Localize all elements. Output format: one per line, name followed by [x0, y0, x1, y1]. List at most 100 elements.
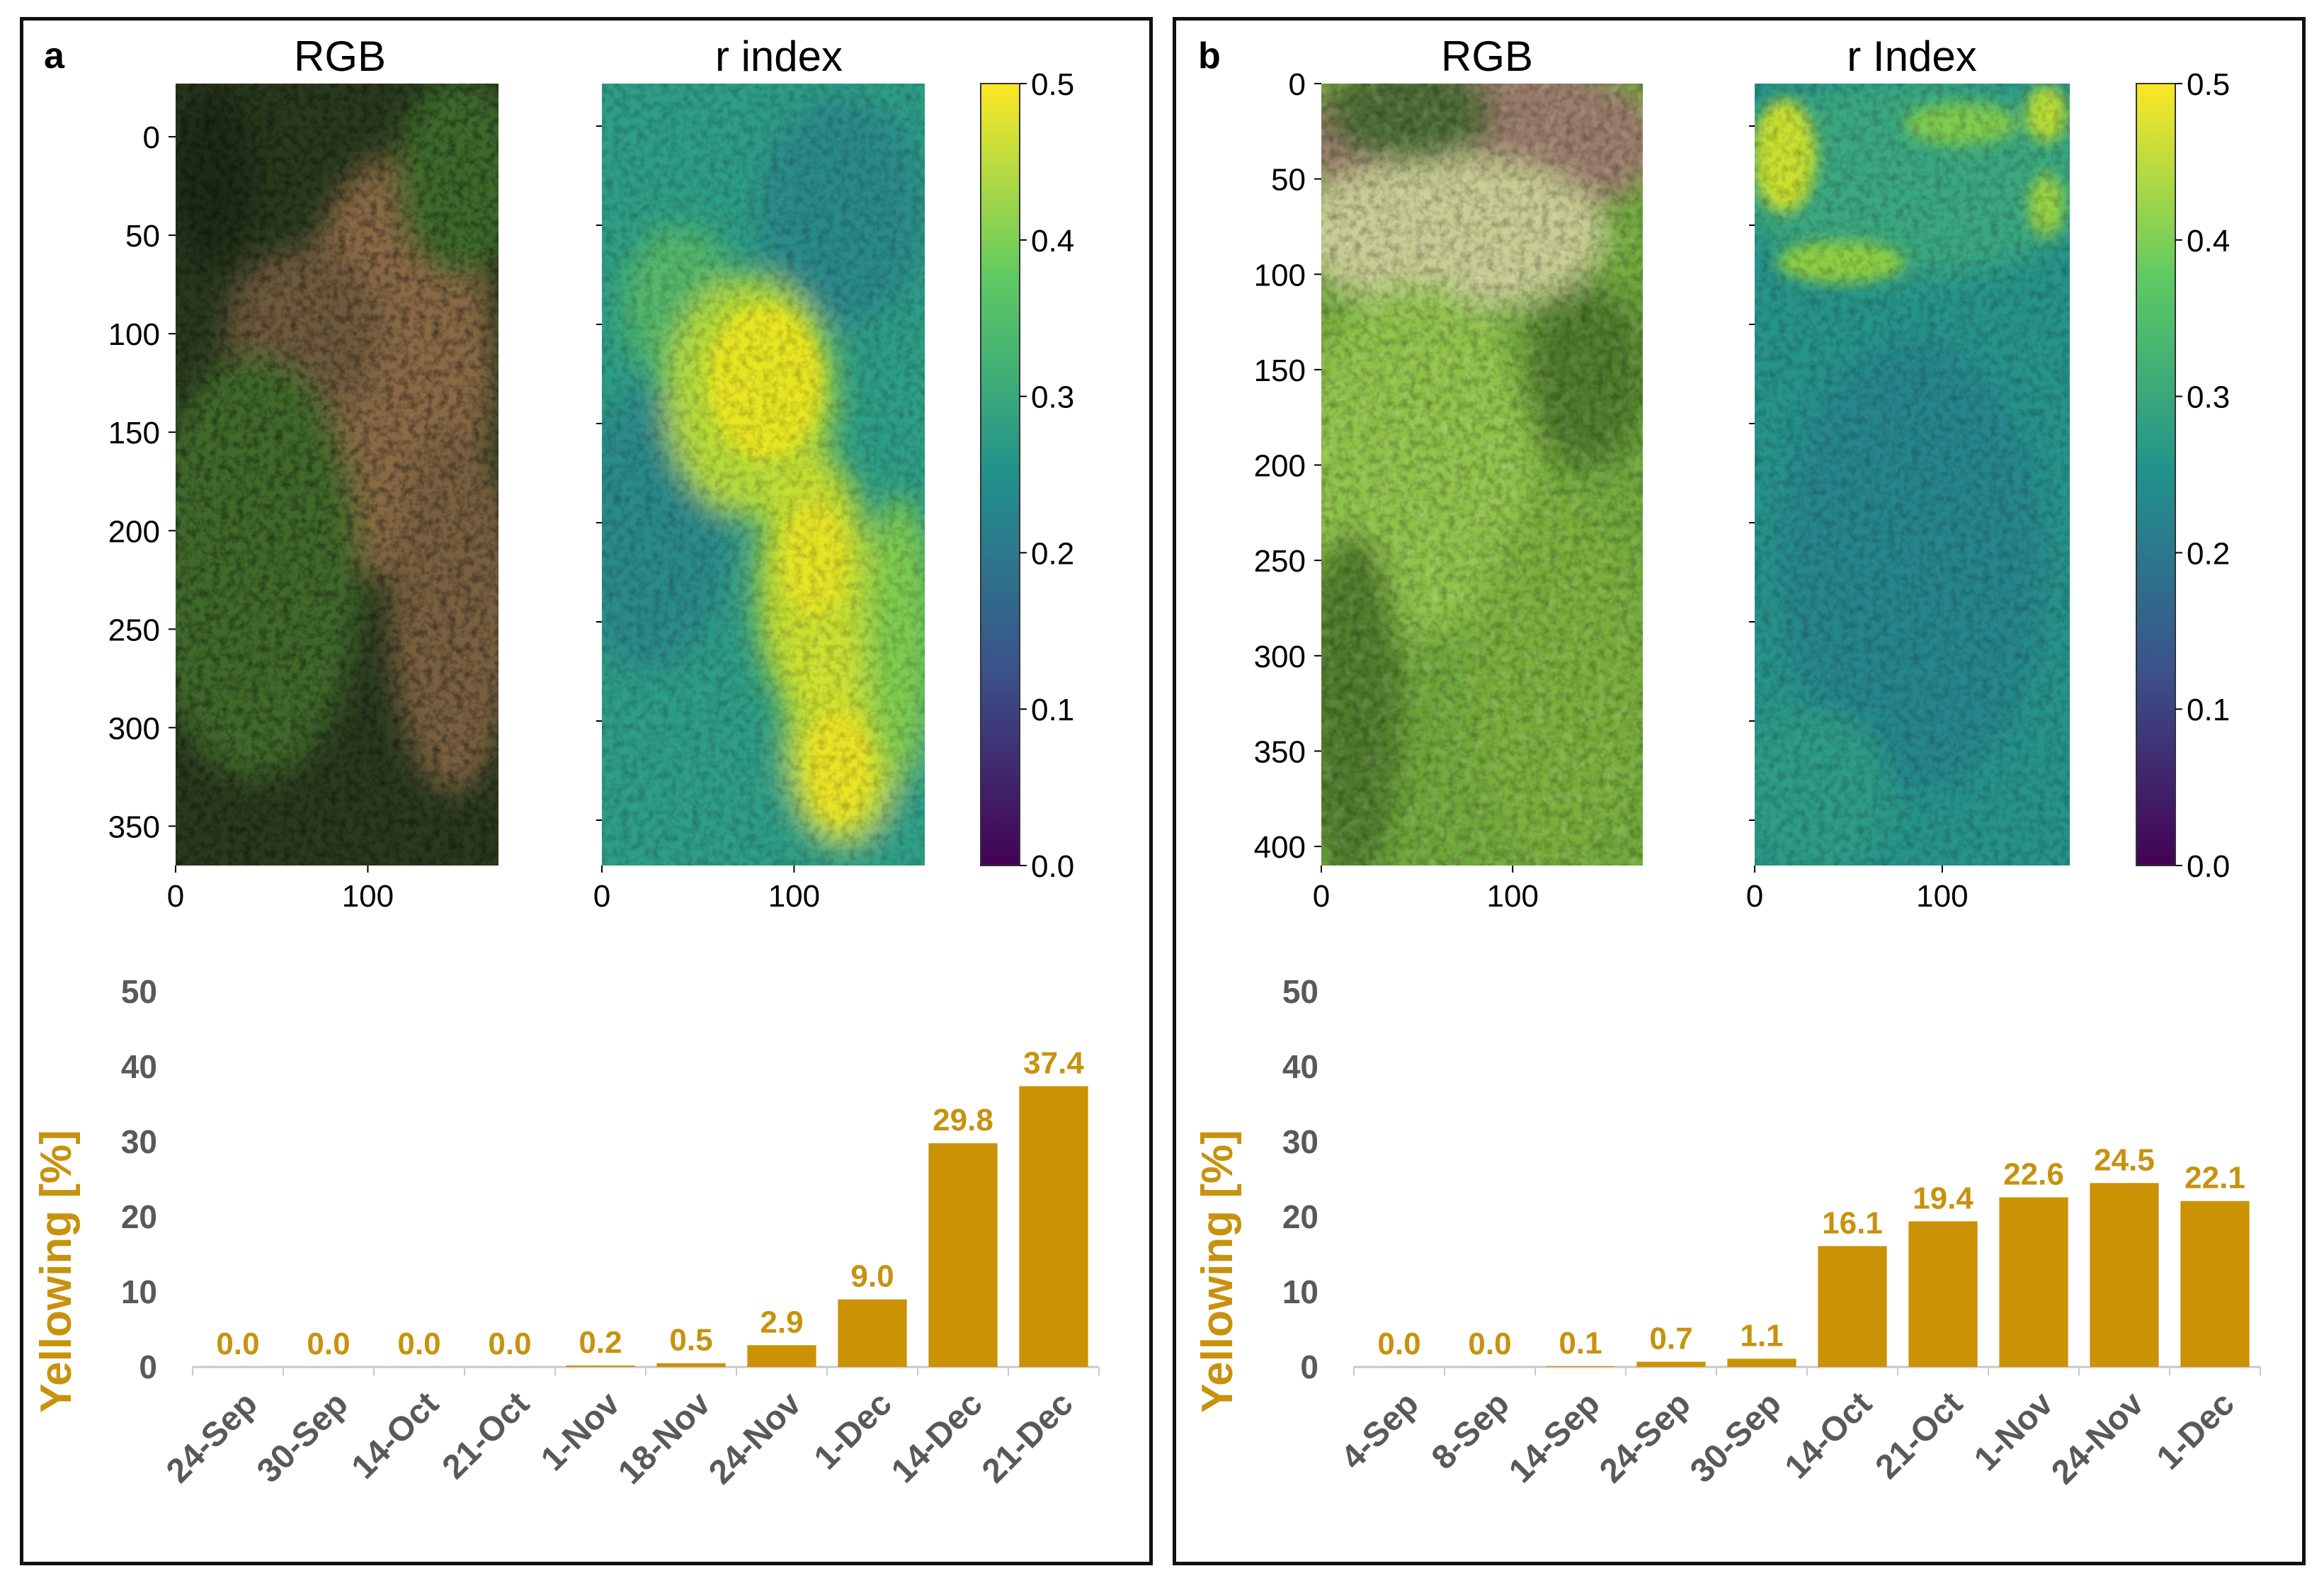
- bar: [1818, 1246, 1887, 1367]
- bar-value-label: 0.2: [579, 1325, 622, 1360]
- rgb-x-tick-label: 100: [1487, 879, 1539, 914]
- bar: [1019, 1086, 1088, 1367]
- colorbar-tick-label: 0.2: [1031, 536, 1074, 571]
- x-tick-label: 21-Oct: [1869, 1385, 1970, 1486]
- bar: [747, 1345, 816, 1367]
- x-tick-label: 14-Dec: [884, 1385, 990, 1490]
- rgb-y-tick-label: 250: [1254, 544, 1306, 579]
- bar: [1636, 1361, 1706, 1367]
- bar-value-label: 29.8: [933, 1103, 993, 1137]
- bar-value-label: 0.0: [1468, 1327, 1511, 1361]
- panel-b-index-title: r Index: [1847, 33, 1976, 80]
- panel-a-colorbar: [980, 83, 1020, 866]
- x-tick-label: 1-Dec: [2150, 1385, 2242, 1477]
- bar: [2180, 1201, 2250, 1367]
- rgb-y-tick-label: 250: [108, 613, 160, 647]
- y-tick-label: 20: [121, 1198, 157, 1235]
- rgb-y-tick-label: 150: [108, 416, 160, 450]
- y-tick-label: 50: [121, 973, 157, 1010]
- bar-value-label: 2.9: [760, 1305, 803, 1339]
- y-tick-label: 10: [1282, 1273, 1318, 1310]
- rgb-y-tick-label: 100: [1254, 258, 1306, 293]
- y-tick-label: 20: [1282, 1198, 1318, 1235]
- rgb-x-tick-label: 0: [167, 879, 184, 914]
- bar: [1727, 1358, 1796, 1367]
- x-tick-label: 14-Sep: [1502, 1385, 1607, 1490]
- bar-value-label: 0.7: [1649, 1322, 1692, 1356]
- x-tick-label: 30-Sep: [250, 1385, 355, 1490]
- y-tick-label: 50: [1282, 973, 1318, 1010]
- rgb-y-tick-label: 150: [1254, 353, 1306, 388]
- rgb-x-tick-label: 0: [1313, 879, 1330, 914]
- x-tick-label: 24-Nov: [2044, 1385, 2151, 1492]
- panel-b-rgb-image: [1321, 84, 1643, 866]
- colorbar-tick-label: 0.1: [1031, 693, 1074, 727]
- y-tick-label: 30: [1282, 1123, 1318, 1160]
- colorbar-tick-label: 0.0: [2187, 849, 2230, 884]
- rgb-y-tick-label: 0: [1289, 67, 1306, 102]
- rgb-y-tick-label: 50: [1271, 163, 1306, 198]
- colorbar-tick-label: 0.4: [2187, 224, 2230, 259]
- x-tick-label: 24-Sep: [1593, 1385, 1698, 1490]
- y-tick-label: 40: [1282, 1048, 1318, 1085]
- y-tick-label: 10: [121, 1273, 157, 1310]
- x-tick-label: 18-Nov: [611, 1385, 718, 1492]
- y-tick-label: 0: [139, 1349, 157, 1385]
- y-axis-label: Yellowing [%]: [1193, 1130, 1242, 1413]
- panel-b-index-image: [1755, 84, 2070, 866]
- index-x-tick-label: 100: [1916, 879, 1968, 914]
- rgb-y-tick-label: 300: [108, 711, 160, 746]
- panel-b-frame: [1173, 17, 2306, 1565]
- colorbar-tick-label: 0.0: [1031, 849, 1074, 884]
- bar-value-label: 22.6: [2003, 1157, 2064, 1191]
- index-x-tick-label: 100: [768, 879, 820, 914]
- bar-value-label: 0.1: [1559, 1326, 1602, 1361]
- colorbar-tick-label: 0.3: [2187, 380, 2230, 415]
- x-tick-label: 14-Oct: [1778, 1385, 1879, 1486]
- bar: [2090, 1183, 2159, 1367]
- bar: [1546, 1366, 1615, 1367]
- y-tick-label: 30: [121, 1123, 157, 1160]
- rgb-y-tick-label: 200: [1254, 449, 1306, 484]
- bar-value-label: 22.1: [2185, 1161, 2245, 1196]
- panel-a-index-title: r index: [715, 33, 843, 80]
- x-tick-label: 21-Dec: [975, 1385, 1081, 1490]
- rgb-y-tick-label: 200: [108, 514, 160, 549]
- colorbar-tick-label: 0.3: [1031, 380, 1074, 415]
- index-x-tick-label: 0: [593, 879, 610, 914]
- panel-a-letter: a: [44, 35, 65, 76]
- rgb-y-tick-label: 0: [143, 120, 160, 155]
- bar: [928, 1143, 998, 1367]
- bar-value-label: 24.5: [2094, 1142, 2155, 1177]
- colorbar-tick-label: 0.1: [2187, 693, 2230, 727]
- rgb-y-tick-label: 50: [125, 219, 160, 254]
- x-tick-label: 24-Sep: [159, 1385, 265, 1490]
- rgb-x-tick-label: 100: [342, 879, 394, 914]
- bar-value-label: 0.0: [397, 1327, 440, 1361]
- panel-a-rgb-title: RGB: [294, 33, 386, 80]
- bar-value-label: 19.4: [1913, 1181, 1973, 1215]
- bar-value-label: 0.0: [216, 1327, 259, 1361]
- bar-value-label: 0.0: [1377, 1327, 1420, 1361]
- colorbar-tick-label: 0.4: [1031, 224, 1074, 259]
- bar-value-label: 37.4: [1023, 1046, 1084, 1081]
- bar: [1908, 1221, 1978, 1367]
- bar-value-label: 1.1: [1740, 1318, 1783, 1353]
- colorbar-tick-label: 0.5: [1031, 67, 1074, 102]
- rgb-y-tick-label: 100: [108, 317, 160, 352]
- bar-value-label: 0.0: [307, 1327, 350, 1361]
- rgb-y-tick-label: 300: [1254, 640, 1306, 674]
- rgb-y-tick-label: 350: [108, 810, 160, 844]
- panel-b-rgb-title: RGB: [1441, 33, 1533, 80]
- bar-chart-a: 0 10 20 30 40 50 Yellowing [%] 0.0 24-Sep 0.0 30-S…: [32, 973, 1100, 1492]
- panel-b-letter: b: [1198, 35, 1221, 76]
- index-x-tick-label: 0: [1746, 879, 1763, 914]
- x-tick-label: 14-Oct: [345, 1385, 446, 1486]
- rgb-y-tick-label: 400: [1254, 830, 1306, 865]
- bar-value-label: 16.1: [1822, 1205, 1883, 1240]
- bar: [1999, 1197, 2068, 1367]
- bar: [838, 1299, 907, 1367]
- rgb-y-tick-label: 350: [1254, 734, 1306, 769]
- x-tick-label: 30-Sep: [1683, 1385, 1789, 1490]
